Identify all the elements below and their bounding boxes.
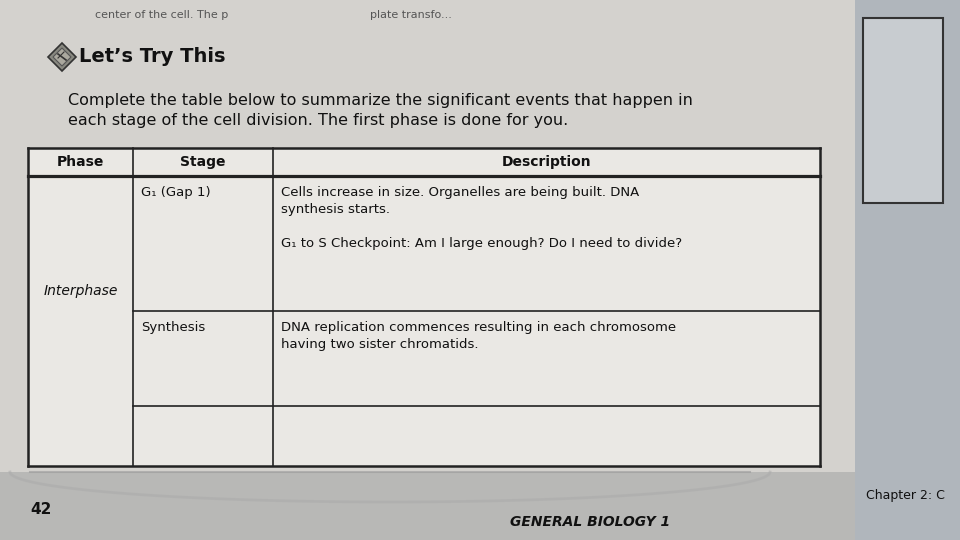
Text: G₁ to S Checkpoint: Am I large enough? Do I need to divide?: G₁ to S Checkpoint: Am I large enough? D… <box>281 237 683 250</box>
FancyBboxPatch shape <box>855 0 960 540</box>
Text: plate transfo...: plate transfo... <box>370 10 452 20</box>
Text: Stage: Stage <box>180 155 226 169</box>
Text: Chapter 2: C: Chapter 2: C <box>866 489 945 503</box>
Text: G₁ (Gap 1): G₁ (Gap 1) <box>141 186 210 199</box>
Polygon shape <box>48 43 76 71</box>
Text: 42: 42 <box>30 503 52 517</box>
Text: Let’s Try This: Let’s Try This <box>79 48 226 66</box>
FancyBboxPatch shape <box>28 148 820 466</box>
Text: DNA replication commences resulting in each chromosome: DNA replication commences resulting in e… <box>281 321 676 334</box>
FancyBboxPatch shape <box>0 0 855 540</box>
Text: GENERAL BIOLOGY 1: GENERAL BIOLOGY 1 <box>510 515 670 529</box>
Text: Cells increase in size. Organelles are being built. DNA: Cells increase in size. Organelles are b… <box>281 186 639 199</box>
Text: synthesis starts.: synthesis starts. <box>281 203 390 216</box>
Text: Phase: Phase <box>57 155 105 169</box>
Text: Synthesis: Synthesis <box>141 321 205 334</box>
Text: Interphase: Interphase <box>43 284 118 298</box>
Text: each stage of the cell division. The first phase is done for you.: each stage of the cell division. The fir… <box>68 113 568 128</box>
FancyBboxPatch shape <box>0 472 855 540</box>
Polygon shape <box>53 48 71 66</box>
Text: Complete the table below to summarize the significant events that happen in: Complete the table below to summarize th… <box>68 93 693 108</box>
Text: Description: Description <box>502 155 591 169</box>
Text: center of the cell. The p: center of the cell. The p <box>95 10 228 20</box>
FancyBboxPatch shape <box>863 18 943 203</box>
Text: having two sister chromatids.: having two sister chromatids. <box>281 338 478 351</box>
